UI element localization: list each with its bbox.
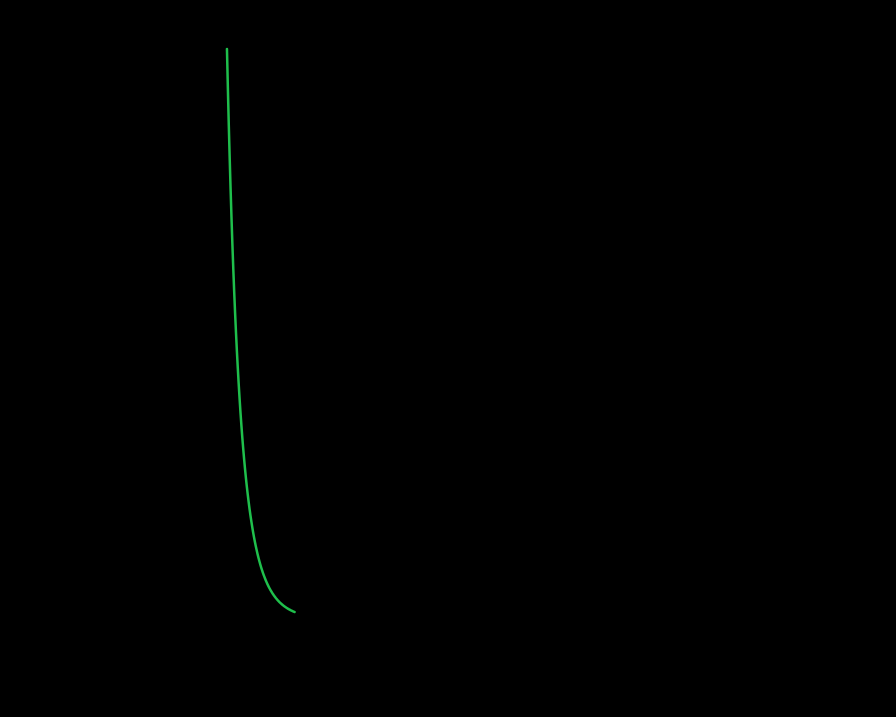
x-tick-label: 1 <box>855 634 865 654</box>
line-chart: 00.250.50.75102×1074×1076×107 <box>0 0 896 717</box>
x-tick-label: 0.5 <box>467 634 492 654</box>
x-tick-label: 0 <box>95 634 105 654</box>
x-tick-label: 0.25 <box>272 634 307 654</box>
y-tick-label: 0 <box>74 610 84 630</box>
x-tick-label: 0.75 <box>652 634 687 654</box>
